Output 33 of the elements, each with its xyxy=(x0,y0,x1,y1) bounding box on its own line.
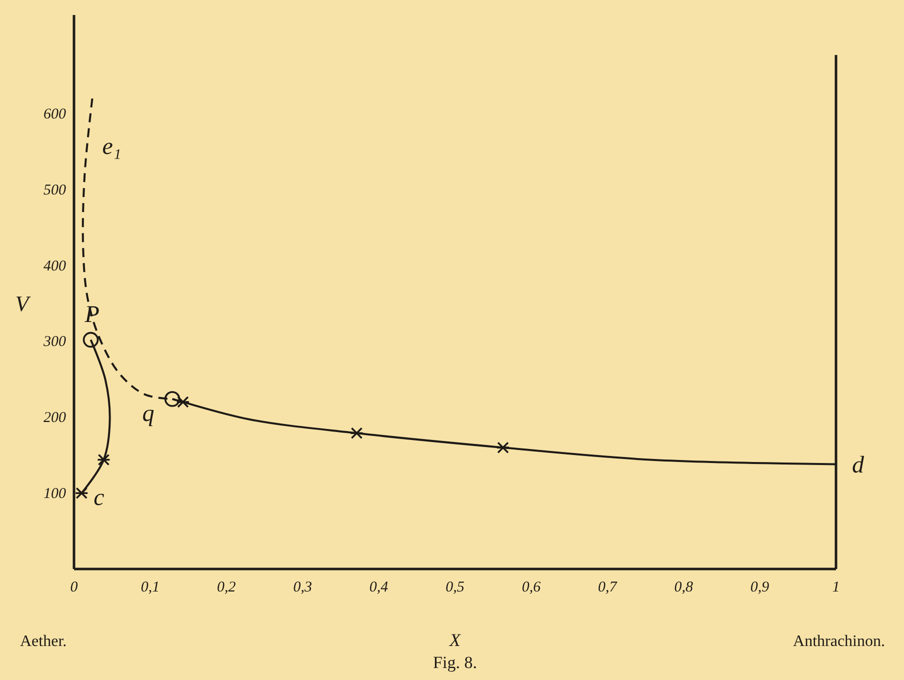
x-axis-title: X xyxy=(448,630,462,650)
x-tick-label: 0,7 xyxy=(598,580,618,596)
x-tick-label: 0,5 xyxy=(446,580,465,596)
x-tick-label: 1 xyxy=(832,580,840,596)
x-tick-label: 0,1 xyxy=(140,580,160,596)
y-tick-label: 600 xyxy=(44,106,66,122)
annotation: e₁ xyxy=(102,134,122,160)
y-axis-title: V xyxy=(15,290,32,316)
text: Anthrachinon. xyxy=(793,633,885,650)
x-tick-label: 0,8 xyxy=(674,580,694,596)
point xyxy=(96,454,111,466)
annotation: q xyxy=(142,401,154,428)
y-tick-label: 200 xyxy=(44,410,66,426)
y-tick-label: 300 xyxy=(42,334,66,350)
x-tick-label: 0,2 xyxy=(217,580,236,596)
point xyxy=(496,442,510,454)
x-tick-label: 0,4 xyxy=(369,580,389,596)
point xyxy=(176,396,190,408)
point xyxy=(350,427,364,440)
annotation: c xyxy=(94,485,105,512)
y-tick-label: 400 xyxy=(44,258,66,274)
x-tick-label: 0,3 xyxy=(293,580,312,596)
point xyxy=(82,332,99,348)
point xyxy=(74,487,89,500)
annotation: d xyxy=(852,452,865,478)
y-tick-label: 100 xyxy=(44,486,66,502)
x-tick-label: 0,6 xyxy=(522,580,542,596)
text: Fig. 8. xyxy=(433,653,477,672)
y-tick-label: 500 xyxy=(44,182,66,198)
text: Aether. xyxy=(20,633,67,650)
point xyxy=(164,391,180,407)
x-tick-label: 0 xyxy=(70,580,78,596)
x-tick-label: 0,9 xyxy=(750,580,770,596)
